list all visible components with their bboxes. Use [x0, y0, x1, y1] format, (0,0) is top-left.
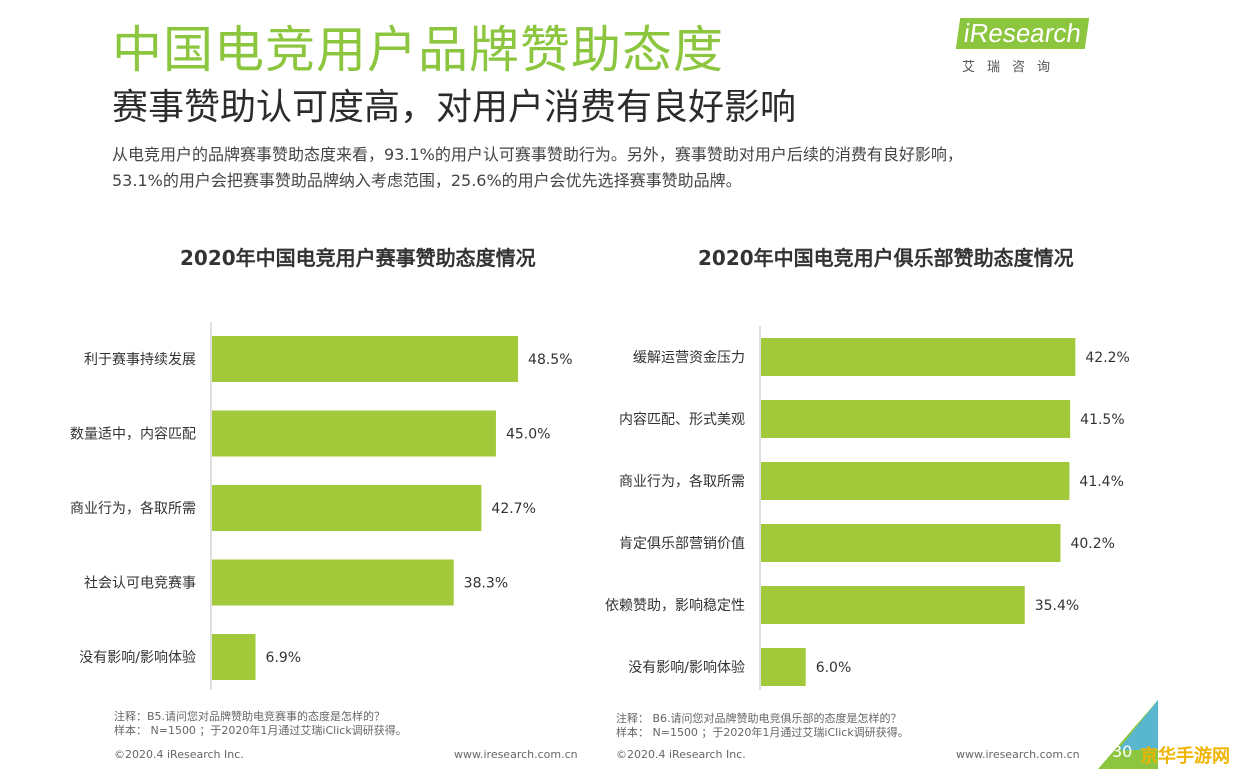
page-title: 中国电竞用户品牌赞助态度	[112, 21, 724, 79]
intro-text: 从电竞用户的品牌赛事赞助态度来看，93.1%的用户认可赛事赞助行为。另外，赛事赞…	[112, 142, 1112, 194]
page-number: 30	[1112, 742, 1133, 761]
right-chart-bar	[761, 462, 1070, 500]
iresearch-logo: iResearch 艾瑞咨询	[955, 10, 1098, 80]
right-chart-category-label: 肯定俱乐部营销价值	[619, 536, 745, 552]
right-note-sample: 样本： N=1500 ；于2020年1月通过艾瑞iClick调研获得。	[616, 726, 909, 739]
left-note-question: 注释：B5.请问您对品牌赞助电竞赛事的态度是怎样的？	[114, 710, 386, 723]
right-note-question: 注释： B6.请问您对品牌赞助电竞俱乐部的态度是怎样的？	[616, 712, 902, 725]
left-chart-category-label: 商业行为，各取所需	[70, 501, 196, 517]
footer-url-left: www.iresearch.com.cn	[454, 748, 578, 761]
left-chart-title: 2020年中国电竞用户赛事赞助态度情况	[180, 246, 536, 270]
left-chart-category-label: 利于赛事持续发展	[84, 351, 196, 368]
left-chart-value-label: 45.0%	[506, 427, 550, 443]
right-chart-value-label: 41.4%	[1079, 474, 1123, 490]
logo-chinese: 艾瑞咨询	[962, 60, 1063, 75]
left-chart-value-label: 38.3%	[464, 576, 508, 592]
left-chart-value-label: 6.9%	[266, 650, 302, 666]
page-subtitle: 赛事赞助认可度高，对用户消费有良好影响	[112, 87, 797, 128]
left-chart-bar	[212, 410, 496, 457]
left-chart-value-label: 48.5%	[528, 352, 572, 368]
left-chart-bar	[212, 634, 256, 680]
right-chart-title: 2020年中国电竞用户俱乐部赞助态度情况	[698, 246, 1074, 270]
right-chart-bar	[761, 524, 1061, 562]
right-chart-value-label: 6.0%	[816, 660, 852, 676]
corner-decoration	[1098, 700, 1158, 769]
footer-copyright-right: ©2020.4 iResearch Inc.	[616, 748, 746, 761]
left-chart-category-label: 没有影响/影响体验	[79, 650, 196, 666]
left-note-sample: 样本： N=1500 ；于2020年1月通过艾瑞iClick调研获得。	[114, 724, 407, 737]
right-chart-bar	[761, 586, 1025, 624]
right-chart-value-label: 41.5%	[1080, 412, 1124, 428]
footer-copyright-left: ©2020.4 iResearch Inc.	[114, 748, 244, 761]
right-chart-value-label: 35.4%	[1035, 598, 1079, 614]
right-chart-category-label: 依赖赞助，影响稳定性	[605, 598, 745, 614]
right-chart-category-label: 内容匹配、形式美观	[619, 411, 745, 428]
footer-url-right: www.iresearch.com.cn	[956, 748, 1080, 761]
intro-line-1: 从电竞用户的品牌赛事赞助态度来看，93.1%的用户认可赛事赞助行为。另外，赛事赞…	[112, 145, 963, 164]
left-chart-bar	[212, 559, 454, 606]
right-chart-bar	[761, 338, 1076, 376]
right-chart-bar	[761, 400, 1071, 438]
left-chart-category-label: 数量适中，内容匹配	[70, 426, 196, 443]
left-notes: 注释：B5.请问您对品牌赞助电竞赛事的态度是怎样的？ 样本： N=1500 ；于…	[114, 710, 407, 738]
left-chart-category-label: 社会认可电竞赛事	[84, 575, 196, 592]
right-chart-value-label: 40.2%	[1070, 536, 1114, 552]
left-chart-bar	[212, 336, 519, 382]
left-chart-bar	[212, 485, 482, 531]
right-notes: 注释： B6.请问您对品牌赞助电竞俱乐部的态度是怎样的？ 样本： N=1500 …	[616, 712, 909, 740]
right-chart-value-label: 42.2%	[1085, 350, 1129, 366]
left-chart-value-label: 42.7%	[491, 501, 535, 517]
watermark-text: 京华手游网	[1140, 746, 1230, 767]
right-chart-bar	[761, 648, 806, 686]
right-chart-category-label: 商业行为，各取所需	[619, 474, 745, 490]
right-chart-category-label: 缓解运营资金压力	[633, 350, 745, 366]
right-chart-category-label: 没有影响/影响体验	[628, 660, 745, 676]
intro-line-2: 53.1%的用户会把赛事赞助品牌纳入考虑范围，25.6%的用户会优先选择赛事赞助…	[112, 171, 742, 190]
